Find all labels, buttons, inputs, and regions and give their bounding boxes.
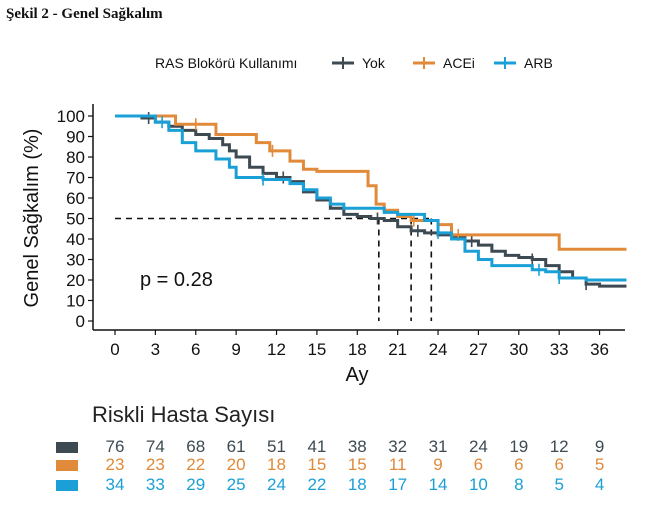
y-tick-label: 20 (66, 271, 85, 290)
risk-count-yok: 74 (146, 437, 165, 456)
legend: RAS Blokörü Kullanımı Yok ACEi ARB (155, 55, 553, 71)
y-tick-label: 90 (66, 128, 85, 147)
x-tick-label: 24 (429, 340, 448, 359)
x-tick-label: 27 (469, 340, 488, 359)
risk-count-yok: 51 (267, 437, 286, 456)
y-tick-label: 70 (66, 169, 85, 188)
risk-table-title: Riskli Hasta Sayısı (92, 402, 275, 427)
risk-count-acei: 5 (595, 455, 604, 474)
risk-count-acei: 6 (474, 455, 483, 474)
risk-swatch-yok (56, 442, 78, 453)
y-axis-title: Genel Sağkalım (%) (21, 129, 43, 308)
risk-count-arb: 33 (146, 475, 165, 494)
x-tick-label: 33 (550, 340, 569, 359)
risk-count-acei: 9 (433, 455, 442, 474)
y-tick-label: 30 (66, 251, 85, 270)
y-tick-label: 50 (66, 210, 85, 229)
legend-label-yok: Yok (362, 55, 386, 71)
risk-swatch-acei (56, 460, 78, 471)
curve-arb (115, 114, 627, 282)
risk-count-acei: 23 (106, 455, 125, 474)
x-tick-label: 0 (110, 340, 119, 359)
risk-count-arb: 25 (227, 475, 246, 494)
risk-count-yok: 41 (307, 437, 326, 456)
risk-count-acei: 22 (186, 455, 205, 474)
legend-label-arb: ARB (524, 55, 553, 71)
x-tick-label: 30 (509, 340, 528, 359)
risk-count-acei: 6 (554, 455, 563, 474)
x-tick-label: 6 (191, 340, 200, 359)
legend-label-acei: ACEi (443, 55, 475, 71)
x-axis-title: Ay (346, 364, 369, 386)
x-tick-label: 3 (151, 340, 160, 359)
risk-count-yok: 61 (227, 437, 246, 456)
risk-count-yok: 9 (595, 437, 604, 456)
risk-count-acei: 15 (307, 455, 326, 474)
risk-count-yok: 32 (388, 437, 407, 456)
x-tick-label: 15 (307, 340, 326, 359)
risk-count-arb: 4 (595, 475, 604, 494)
risk-count-acei: 6 (514, 455, 523, 474)
risk-count-yok: 19 (509, 437, 528, 456)
risk-count-arb: 29 (186, 475, 205, 494)
risk-count-arb: 14 (429, 475, 448, 494)
risk-count-arb: 22 (307, 475, 326, 494)
risk-count-arb: 8 (514, 475, 523, 494)
risk-count-yok: 12 (550, 437, 569, 456)
risk-count-arb: 10 (469, 475, 488, 494)
risk-swatch-arb (56, 480, 78, 491)
risk-count-arb: 17 (388, 475, 407, 494)
median-lines (115, 217, 433, 321)
survival-curves (115, 112, 627, 291)
risk-count-yok: 76 (106, 437, 125, 456)
risk-count-acei: 18 (267, 455, 286, 474)
risk-count-yok: 24 (469, 437, 488, 456)
x-tick-label: 9 (231, 340, 240, 359)
risk-count-arb: 18 (348, 475, 367, 494)
risk-count-yok: 38 (348, 437, 367, 456)
risk-count-arb: 5 (554, 475, 563, 494)
y-tick-label: 60 (66, 189, 85, 208)
x-tick-label: 18 (348, 340, 367, 359)
curve-yok (115, 114, 627, 288)
y-tick-label: 100 (57, 107, 85, 126)
y-tick-label: 10 (66, 292, 85, 311)
risk-count-arb: 24 (267, 475, 286, 494)
legend-title: RAS Blokörü Kullanımı (155, 55, 297, 71)
curve-acei (115, 114, 627, 251)
y-tick-label: 80 (66, 148, 85, 167)
risk-count-acei: 23 (146, 455, 165, 474)
y-tick-label: 40 (66, 230, 85, 249)
risk-table: 76 74 68 61 51 41 38 32 31 24 19 12 923 23 22 20 18 15 15 1… (56, 437, 604, 494)
x-tick-label: 12 (267, 340, 286, 359)
risk-count-yok: 68 (186, 437, 205, 456)
figure-title: Şekil 2 - Genel Sağkalım (6, 6, 163, 22)
risk-count-acei: 20 (227, 455, 246, 474)
risk-count-yok: 31 (429, 437, 448, 456)
x-tick-label: 36 (590, 340, 609, 359)
p-value-annotation: p = 0.28 (140, 269, 213, 291)
x-tick-label: 21 (388, 340, 407, 359)
risk-count-arb: 34 (106, 475, 125, 494)
risk-count-acei: 15 (348, 455, 367, 474)
y-tick-label: 0 (76, 312, 85, 331)
risk-count-acei: 11 (389, 455, 407, 474)
